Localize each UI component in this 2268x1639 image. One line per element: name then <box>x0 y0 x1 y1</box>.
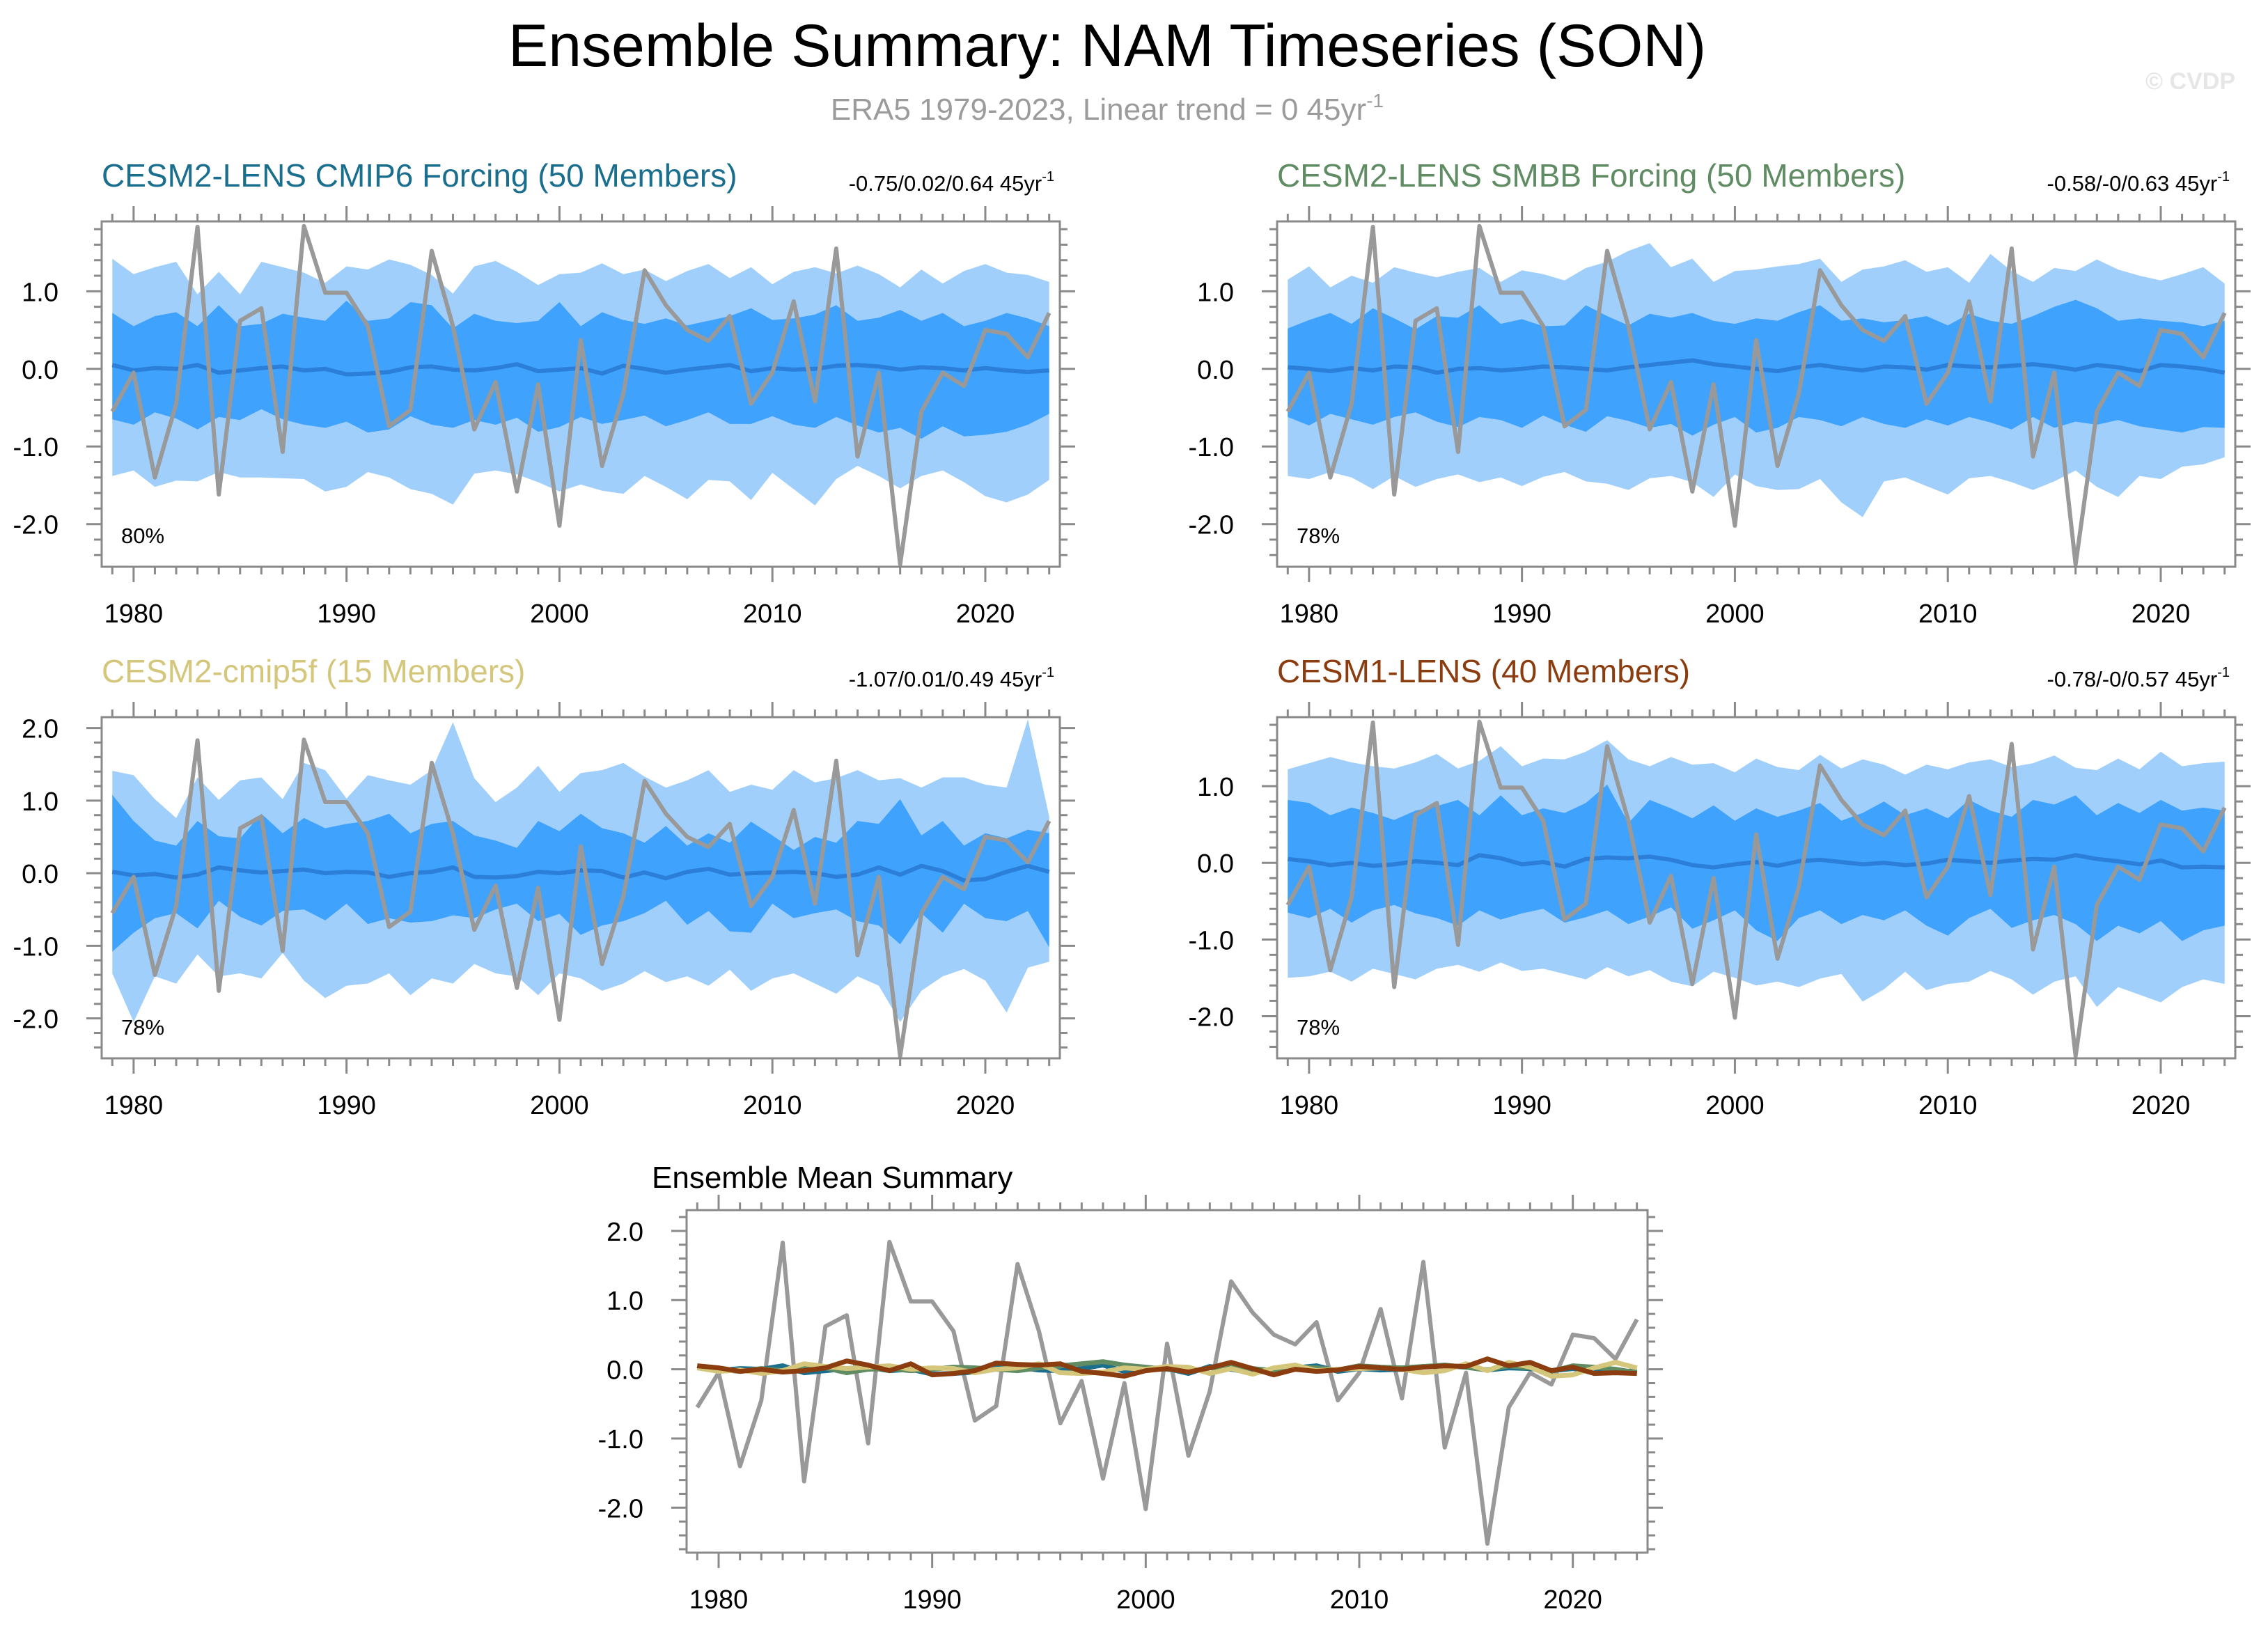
y-tick-label: 1.0 <box>22 787 58 817</box>
chart-panel-4: 1980 1990 2000 2010 2020 -2.0 -1.0 0.0 1.0 CESM1-… <box>1189 653 2251 1120</box>
trend-summary-sup: -1 <box>2217 665 2230 680</box>
trend-summary-sup: -1 <box>1042 169 1054 185</box>
x-tick-label: 2020 <box>2132 599 2191 629</box>
plot-area <box>110 224 1051 567</box>
trend-summary-main: -1.07/0.01/0.49 45yr <box>849 667 1042 691</box>
y-tick-label: 2.0 <box>607 1218 643 1247</box>
x-tick-label: 1980 <box>1280 599 1339 629</box>
percent-label: 78% <box>1297 1015 1340 1040</box>
y-tick-label: -1.0 <box>1189 433 1234 462</box>
x-tick-label: 2010 <box>1918 599 1978 629</box>
x-tick-label: 2020 <box>956 1091 1015 1120</box>
plot-area <box>695 1239 1639 1546</box>
trend-summary-main: -0.58/-0/0.63 45yr <box>2047 171 2218 196</box>
trend-summary: -0.75/0.02/0.64 45yr-1 <box>849 169 1054 196</box>
panel-title: CESM1-LENS (40 Members) <box>1277 653 1690 689</box>
x-tick-label: 1990 <box>317 599 376 629</box>
percent-label: 78% <box>121 1015 164 1040</box>
x-tick-label: 2010 <box>743 599 802 629</box>
x-tick-label: 2020 <box>1543 1585 1602 1615</box>
observed-nam-line <box>1285 224 2227 567</box>
y-tick-label: -1.0 <box>1189 926 1234 955</box>
panel-title: CESM2-LENS CMIP6 Forcing (50 Members) <box>102 157 737 194</box>
ensemble-mean-line <box>1288 358 2226 375</box>
observed-nam-line <box>1285 719 2227 1058</box>
trend-summary: -0.78/-0/0.57 45yr-1 <box>2047 665 2230 691</box>
x-tick-label: 1990 <box>317 1091 376 1120</box>
x-tick-label: 2020 <box>2132 1091 2191 1120</box>
trend-summary: -0.58/-0/0.63 45yr-1 <box>2047 169 2230 196</box>
chart-panel-2: 1980 1990 2000 2010 2020 -2.0 -1.0 0.0 1.0 CESM2-… <box>1189 157 2251 629</box>
figure-subtitle: ERA5 1979-2023, Linear trend = 0 45yr-1 <box>831 90 1384 127</box>
x-tick-label: 2000 <box>1116 1585 1175 1615</box>
plot-area <box>1285 224 2227 567</box>
x-tick-label: 1980 <box>689 1585 749 1615</box>
trend-summary: -1.07/0.01/0.49 45yr-1 <box>849 665 1054 691</box>
y-tick-label: 1.0 <box>607 1287 643 1316</box>
x-tick-label: 2010 <box>1330 1585 1389 1615</box>
x-tick-label: 2010 <box>1918 1091 1978 1120</box>
chart-panel-5: 1980 1990 2000 2010 2020 -2.0 -1.0 0.0 1.0 2.0 Ens… <box>598 1161 1663 1615</box>
x-tick-label: 1990 <box>1492 599 1551 629</box>
y-tick-label: 0.0 <box>1197 356 1234 385</box>
y-tick-label: 0.0 <box>22 356 58 385</box>
panel-title: CESM2-LENS SMBB Forcing (50 Members) <box>1277 157 1905 194</box>
inner-percentile-band <box>112 794 1049 952</box>
panel-title: Ensemble Mean Summary <box>652 1161 1012 1195</box>
cvdp-watermark: © CVDP <box>2145 68 2235 95</box>
y-tick-label: -2.0 <box>1189 1003 1234 1032</box>
plot-area <box>1285 719 2227 1058</box>
observed-nam-line <box>695 1239 1639 1546</box>
x-tick-label: 1980 <box>104 599 164 629</box>
figure-subtitle-sup: -1 <box>1366 90 1384 111</box>
figure-subtitle-main: ERA5 1979-2023, Linear trend = 0 45yr <box>831 93 1366 127</box>
trend-summary-sup: -1 <box>2217 169 2230 185</box>
y-tick-label: 1.0 <box>1197 773 1234 802</box>
y-tick-label: -2.0 <box>598 1494 643 1523</box>
trend-summary-main: -0.75/0.02/0.64 45yr <box>849 171 1042 196</box>
y-tick-label: -2.0 <box>13 1005 58 1035</box>
chart-panel-3: 1980 1990 2000 2010 2020 -2.0 -1.0 0.0 1.0 2.0 CES… <box>13 653 1075 1120</box>
panel-title: CESM2-cmip5f (15 Members) <box>102 653 525 689</box>
y-tick-label: 0.0 <box>607 1356 643 1386</box>
x-tick-label: 1980 <box>104 1091 164 1120</box>
x-tick-label: 1990 <box>1492 1091 1551 1120</box>
observed-nam-line <box>110 224 1051 567</box>
y-tick-label: -1.0 <box>598 1425 643 1454</box>
plot-area <box>110 719 1051 1058</box>
y-tick-label: 2.0 <box>22 715 58 744</box>
y-tick-label: 1.0 <box>1197 278 1234 307</box>
y-tick-label: 0.0 <box>1197 849 1234 879</box>
y-tick-label: -1.0 <box>13 932 58 962</box>
trend-summary-main: -0.78/-0/0.57 45yr <box>2047 667 2218 691</box>
y-tick-label: -2.0 <box>1189 511 1234 540</box>
x-tick-label: 2000 <box>1705 599 1765 629</box>
y-tick-label: -1.0 <box>13 433 58 462</box>
x-tick-label: 1980 <box>1280 1091 1339 1120</box>
percent-label: 78% <box>1297 524 1340 548</box>
panels-container: 1980 1990 2000 2010 2020 -2.0 -1.0 0.0 1.0 CESM2-… <box>13 157 2251 1615</box>
x-tick-label: 2010 <box>743 1091 802 1120</box>
ensemble-mean-line-4 <box>696 1356 1637 1379</box>
chart-panel-1: 1980 1990 2000 2010 2020 -2.0 -1.0 0.0 1.0 CESM2-… <box>13 157 1075 629</box>
x-tick-label: 2000 <box>530 599 589 629</box>
y-tick-label: -2.0 <box>13 511 58 540</box>
observed-nam-line <box>110 737 1051 1058</box>
y-tick-label: 1.0 <box>22 278 58 307</box>
x-tick-label: 2020 <box>956 599 1015 629</box>
x-tick-label: 1990 <box>902 1585 962 1615</box>
x-tick-label: 2000 <box>1705 1091 1765 1120</box>
plot-frame <box>685 1209 1649 1554</box>
trend-summary-sup: -1 <box>1042 665 1054 680</box>
x-tick-label: 2000 <box>530 1091 589 1120</box>
figure-title: Ensemble Summary: NAM Timeseries (SON) <box>508 13 1706 79</box>
percent-label: 80% <box>121 524 164 548</box>
y-tick-label: 0.0 <box>22 860 58 889</box>
